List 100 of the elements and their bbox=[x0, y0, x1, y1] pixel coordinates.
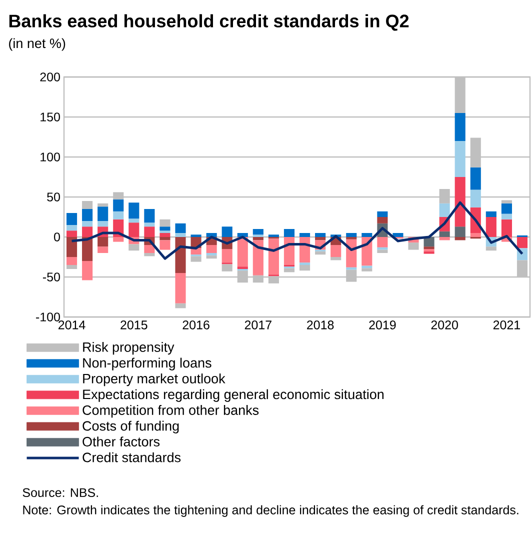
x-tick-label: 2015 bbox=[120, 320, 148, 330]
legend-label: Competition from other banks bbox=[82, 405, 259, 418]
bar bbox=[144, 209, 155, 223]
bar bbox=[408, 242, 419, 250]
bar bbox=[501, 203, 512, 214]
bar bbox=[98, 203, 108, 207]
bar bbox=[206, 233, 217, 237]
bar bbox=[113, 237, 124, 242]
bar bbox=[299, 265, 310, 271]
bar bbox=[82, 209, 93, 221]
bar bbox=[144, 253, 155, 256]
bar bbox=[470, 190, 481, 208]
bar bbox=[82, 201, 93, 209]
bar bbox=[439, 203, 450, 217]
legend-label: Risk propensity bbox=[83, 342, 174, 355]
bar bbox=[439, 189, 450, 204]
bar bbox=[160, 233, 170, 237]
bar bbox=[113, 199, 124, 212]
bar bbox=[284, 237, 295, 265]
bar bbox=[128, 218, 140, 223]
bar bbox=[175, 303, 186, 308]
bar bbox=[160, 240, 170, 250]
bar bbox=[222, 264, 232, 272]
bar bbox=[454, 112, 466, 141]
x-tick-label: 2014 bbox=[58, 320, 86, 330]
legend-label: Property market outlook bbox=[83, 374, 226, 386]
bar bbox=[454, 237, 466, 240]
bar bbox=[439, 237, 450, 240]
bar bbox=[175, 237, 186, 273]
bar bbox=[377, 217, 388, 224]
chart-title: Banks eased household credit standards in Q2 bbox=[9, 14, 409, 31]
bar bbox=[82, 221, 93, 227]
bar bbox=[424, 251, 434, 254]
bar bbox=[66, 213, 78, 225]
bar bbox=[128, 244, 140, 251]
bar bbox=[66, 257, 78, 265]
bar bbox=[98, 221, 108, 227]
bar bbox=[362, 268, 372, 272]
x-tick-label: 2019 bbox=[369, 320, 396, 330]
bar bbox=[160, 237, 170, 240]
bar bbox=[454, 141, 466, 177]
bar bbox=[160, 226, 170, 231]
x-tick-label: 2018 bbox=[307, 320, 334, 330]
bar bbox=[501, 200, 512, 204]
bar bbox=[362, 233, 372, 237]
bar bbox=[470, 167, 481, 190]
x-tick-label: 2020 bbox=[431, 320, 458, 330]
bar bbox=[113, 192, 124, 200]
bar bbox=[66, 265, 78, 269]
bar bbox=[377, 250, 388, 253]
y-tick-label: 200 bbox=[40, 72, 60, 82]
bar bbox=[98, 206, 108, 221]
bar bbox=[66, 237, 78, 257]
y-tick-label: -50 bbox=[42, 272, 60, 282]
bar bbox=[346, 267, 357, 270]
x-tick-label: 2017 bbox=[244, 320, 272, 330]
bar bbox=[113, 211, 124, 220]
legend-label: Credit standards bbox=[82, 452, 181, 462]
bar bbox=[486, 246, 496, 251]
bar bbox=[315, 251, 326, 255]
bar bbox=[268, 238, 279, 275]
bar bbox=[470, 138, 481, 168]
bar bbox=[175, 223, 186, 233]
bar bbox=[439, 231, 450, 237]
legend-label: Non-performing loans bbox=[83, 358, 212, 370]
y-tick-label: 50 bbox=[47, 192, 60, 202]
y-tick-label: 150 bbox=[40, 112, 60, 122]
bar bbox=[190, 256, 202, 262]
line-series bbox=[70, 201, 524, 260]
bar bbox=[82, 226, 93, 237]
bar bbox=[66, 225, 78, 231]
bar bbox=[486, 217, 496, 237]
bar bbox=[144, 245, 155, 253]
bar bbox=[144, 226, 155, 237]
bar bbox=[252, 229, 264, 235]
bar bbox=[175, 273, 186, 304]
bar bbox=[454, 226, 466, 237]
bar bbox=[501, 214, 512, 220]
bar bbox=[237, 270, 248, 283]
bar bbox=[516, 260, 528, 277]
bar bbox=[98, 237, 108, 247]
bar bbox=[82, 261, 93, 280]
bar bbox=[128, 222, 140, 237]
bar bbox=[237, 233, 248, 237]
bar bbox=[424, 237, 434, 247]
bar bbox=[206, 245, 217, 253]
bar bbox=[299, 233, 310, 237]
text: Note: Growth indicates the tightening and decline indicates the easing of credit standards. bbox=[23, 505, 518, 517]
bar bbox=[377, 237, 388, 248]
bar bbox=[392, 233, 404, 237]
bar bbox=[284, 268, 295, 272]
chart-subtitle: (in net %) bbox=[9, 38, 66, 51]
bar bbox=[98, 246, 108, 253]
bar bbox=[252, 240, 264, 276]
bar bbox=[346, 270, 357, 282]
legend-label: Expectations regarding general economic situation bbox=[83, 389, 384, 402]
bar bbox=[454, 177, 466, 227]
bar bbox=[501, 219, 512, 237]
bar bbox=[516, 237, 528, 248]
source-note: Source: NBS. bbox=[22, 488, 98, 498]
